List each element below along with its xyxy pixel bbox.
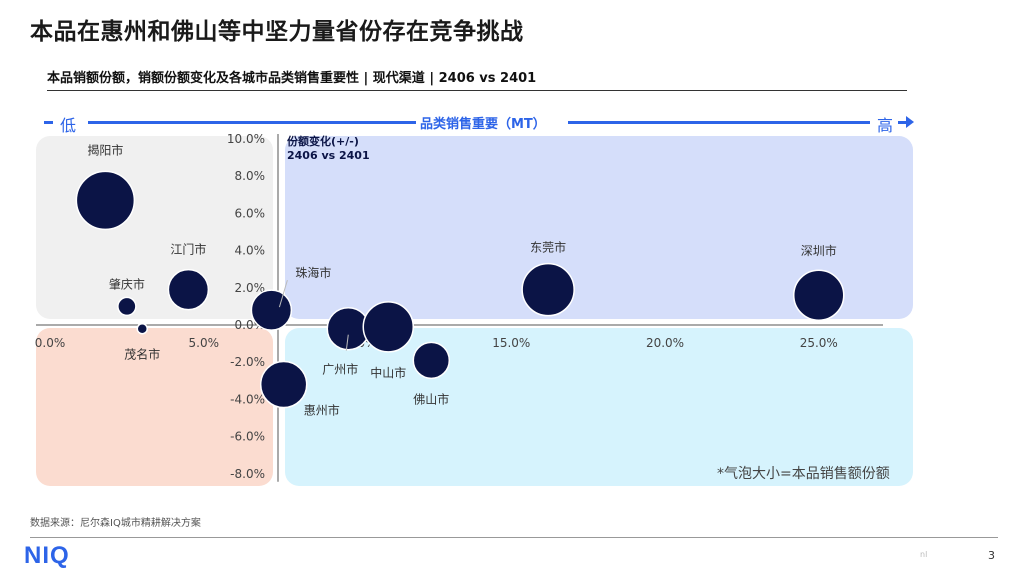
footer-divider: [30, 537, 998, 538]
y-tick-label: -8.0%: [230, 467, 265, 481]
banner-right-line: [568, 121, 870, 124]
y-tick-label: -6.0%: [230, 430, 265, 444]
data-source: 数据来源：尼尔森IQ城市精耕解决方案: [30, 518, 201, 529]
bubble-point: [412, 341, 451, 380]
bubble-size-note: *气泡大小=本品销售额份额: [717, 466, 890, 482]
quadrant-top-left: [36, 136, 273, 319]
x-tick-label: 25.0%: [800, 336, 838, 350]
importance-axis-banner: 低 品类销售重要（MT） 高: [40, 112, 920, 135]
x-tick-label: 5.0%: [189, 336, 220, 350]
bubble-label: 深圳市: [801, 243, 837, 258]
y-axis-title: 份额变化(+/-): [287, 134, 359, 148]
subtitle-divider: [47, 90, 907, 91]
page-title: 本品在惠州和佛山等中坚力量省份存在竞争挑战: [30, 19, 524, 45]
y-axis-title: 2406 vs 2401: [287, 149, 370, 162]
footer-mark: nl: [920, 550, 928, 559]
quadrant-bottom-right: [285, 328, 913, 486]
y-tick-label: -4.0%: [230, 392, 265, 406]
y-tick-label: -2.0%: [230, 355, 265, 369]
y-tick-label: 2.0%: [235, 281, 266, 295]
x-tick-label: 20.0%: [646, 336, 684, 350]
banner-left-dash: [44, 121, 53, 124]
bubble-label: 肇庆市: [109, 276, 145, 291]
banner-low-label: 低: [60, 116, 77, 135]
bubble-label: 惠州市: [304, 403, 340, 418]
page-number: 3: [988, 549, 995, 562]
y-tick-label: 6.0%: [235, 206, 266, 220]
bubble-label: 珠海市: [295, 265, 331, 280]
bubble-label: 江门市: [170, 242, 206, 257]
x-tick-label: 0.0%: [35, 336, 66, 350]
bubble-point: [75, 170, 136, 231]
bubble-label: 东莞市: [530, 240, 566, 255]
bubble-point: [793, 269, 845, 321]
bubble-point: [117, 296, 137, 317]
banner-right-dash: [898, 121, 906, 124]
niq-logo: NIQ: [24, 542, 70, 569]
bubble-label: 广州市: [322, 362, 358, 377]
bubble-point: [362, 301, 414, 353]
leader-line: [345, 334, 349, 351]
y-tick-label: 4.0%: [235, 244, 266, 258]
banner-arrowhead-icon: [906, 116, 914, 128]
bubble-label: 佛山市: [413, 391, 449, 406]
bubble-point: [521, 262, 575, 317]
bubble-label: 揭阳市: [87, 142, 123, 157]
bubble-point: [136, 322, 148, 335]
bubble-label: 中山市: [370, 365, 406, 380]
leader-line: [278, 279, 288, 308]
y-tick-label: 10.0%: [227, 132, 265, 146]
quadrant-bottom-left: [36, 328, 273, 486]
chart-subtitle: 本品销额份额，销额份额变化及各城市品类销售重要性 | 现代渠道 | 2406 v…: [47, 71, 537, 86]
banner-high-label: 高: [877, 116, 894, 135]
x-tick-label: 15.0%: [492, 336, 530, 350]
y-tick-label: 8.0%: [235, 169, 266, 183]
bubble-point: [259, 360, 308, 409]
bubble-point: [167, 268, 210, 311]
bubble-label: 茂名市: [124, 347, 160, 362]
banner-left-line: [88, 121, 416, 124]
banner-axis-title: 品类销售重要（MT）: [420, 113, 546, 132]
bubble-point: [250, 289, 293, 331]
